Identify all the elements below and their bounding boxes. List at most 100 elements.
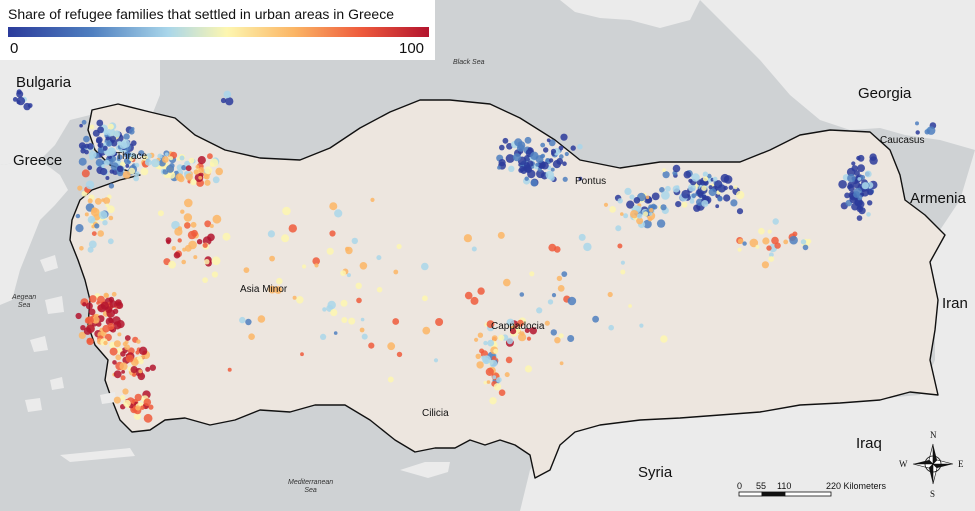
settlement-dot <box>360 317 365 322</box>
settlement-dot <box>157 153 163 159</box>
settlement-dot <box>133 412 141 420</box>
settlement-dot <box>578 233 586 241</box>
legend: Share of refugee families that settled i… <box>0 0 435 60</box>
settlement-dot <box>166 164 175 173</box>
settlement-dot <box>131 140 137 146</box>
settlement-dot <box>96 136 103 144</box>
settlement-dot <box>728 185 734 190</box>
settlement-dot <box>78 331 86 339</box>
settlement-dot <box>387 376 394 383</box>
settlement-dot <box>85 180 95 190</box>
settlement-dot <box>615 225 622 232</box>
settlement-dot <box>103 129 109 135</box>
settlement-dot <box>783 239 789 245</box>
settlement-dot <box>723 194 731 202</box>
settlement-dot <box>107 205 115 214</box>
compass-w-label: W <box>899 459 908 469</box>
label-black-sea: Black Sea <box>453 59 485 66</box>
settlement-dot <box>125 164 130 168</box>
compass-east-arrow-light <box>932 459 954 465</box>
settlement-dot <box>107 238 114 245</box>
settlement-dot <box>609 206 616 213</box>
settlement-dot <box>493 383 502 391</box>
label-armenia: Armenia <box>910 190 966 207</box>
settlement-dot <box>115 354 122 361</box>
settlement-dot <box>84 143 90 149</box>
settlement-dot <box>119 362 128 371</box>
settlement-dot <box>915 130 920 135</box>
settlement-dot <box>326 247 334 255</box>
settlement-dot <box>851 165 858 172</box>
scale-seg-3 <box>784 491 832 497</box>
settlement-dot <box>90 207 100 217</box>
settlement-dot <box>849 183 853 188</box>
settlement-dot <box>341 317 348 323</box>
settlement-dot <box>672 164 681 173</box>
settlement-dot <box>108 215 114 221</box>
settlement-dot <box>505 356 513 364</box>
settlement-dot <box>503 278 511 287</box>
settlement-dot <box>660 335 668 343</box>
settlement-dot <box>109 169 115 174</box>
settlement-dot <box>185 165 192 172</box>
settlement-dot <box>554 337 561 344</box>
settlement-dot <box>212 176 220 184</box>
settlement-dot <box>124 335 131 341</box>
settlement-dot <box>737 247 742 252</box>
settlement-dot <box>550 167 555 172</box>
settlement-dot <box>257 315 266 323</box>
settlement-dot <box>691 173 700 182</box>
settlement-dot <box>103 340 108 346</box>
settlement-dot <box>121 370 125 374</box>
settlement-dot <box>95 158 104 167</box>
settlement-dot <box>120 394 126 401</box>
settlement-dot <box>376 255 382 261</box>
settlement-dot <box>701 185 707 191</box>
settlement-dot <box>630 210 639 219</box>
settlement-dot <box>202 242 208 248</box>
settlement-dot <box>116 165 124 173</box>
settlement-dot <box>130 366 138 374</box>
settlement-dot <box>300 352 304 357</box>
settlement-dot <box>320 333 327 340</box>
settlement-dot <box>359 262 368 270</box>
settlement-dot <box>540 142 546 148</box>
settlement-dot <box>107 128 116 137</box>
settlement-dot <box>85 316 94 325</box>
legend-min-label: 0 <box>10 40 19 57</box>
label-aegean-line2: Sea <box>17 302 31 309</box>
settlement-dot <box>636 206 642 212</box>
settlement-dot <box>736 190 745 200</box>
land-cyprus <box>400 462 450 478</box>
settlement-dot <box>620 269 626 275</box>
settlement-dot <box>96 119 104 127</box>
settlement-dot <box>789 235 798 245</box>
settlement-dot <box>212 214 222 224</box>
settlement-dot <box>652 204 658 210</box>
compass-n-label: N <box>930 430 937 440</box>
island-3 <box>30 336 48 352</box>
settlement-dot <box>470 296 479 305</box>
settlement-dot <box>559 361 564 366</box>
settlement-dot <box>207 233 215 242</box>
scale-bar <box>738 491 832 497</box>
settlement-dot <box>620 212 624 216</box>
settlement-dot <box>570 145 576 151</box>
settlement-dot <box>497 231 505 239</box>
settlement-dot <box>715 204 720 209</box>
settlement-dot <box>223 90 232 99</box>
settlement-dot <box>190 178 197 186</box>
settlement-dot <box>626 200 635 209</box>
settlement-dot <box>16 89 22 95</box>
settlement-dot <box>645 195 650 200</box>
settlement-dot <box>113 321 122 330</box>
settlement-dot <box>492 375 497 380</box>
settlement-dot <box>227 367 232 372</box>
settlement-dot <box>355 282 362 289</box>
settlement-dot <box>856 215 863 221</box>
settlement-dot <box>125 151 130 156</box>
settlement-dot <box>519 292 525 297</box>
settlement-dot <box>97 230 104 237</box>
settlement-dot <box>113 396 121 404</box>
settlement-dot <box>475 353 481 359</box>
